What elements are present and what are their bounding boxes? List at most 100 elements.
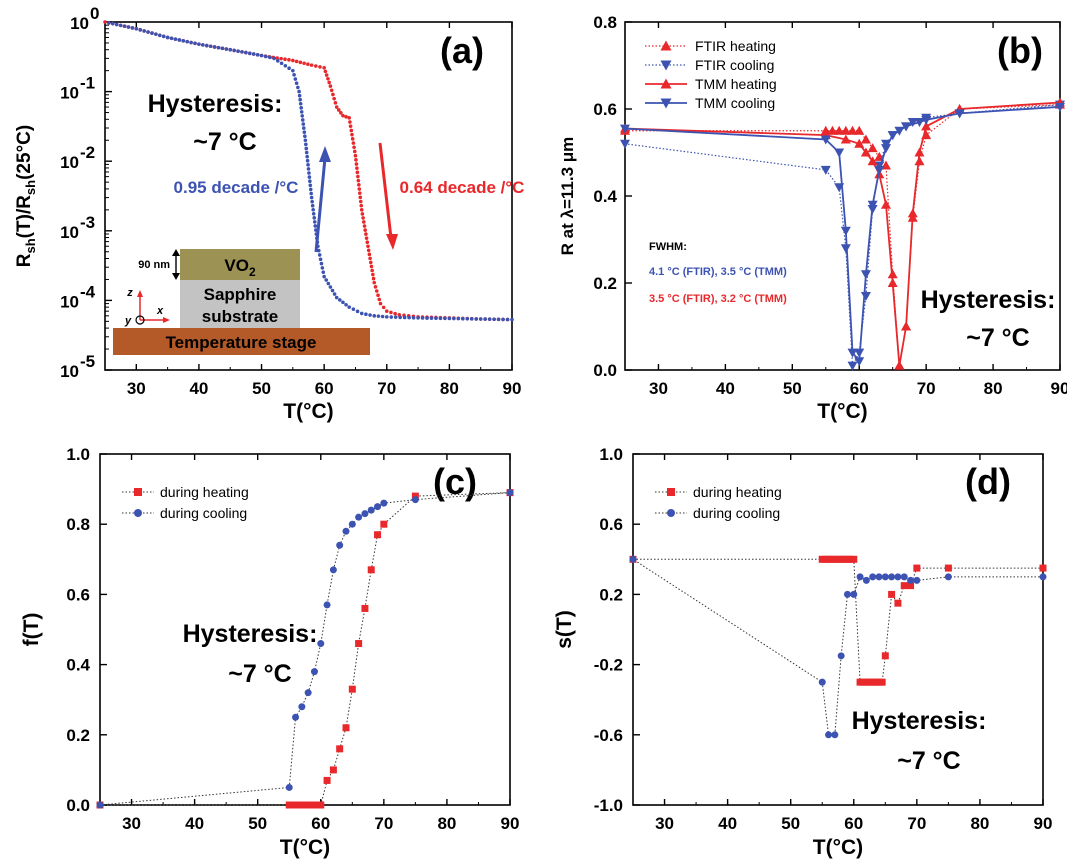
chart-a-point-heating: [287, 58, 291, 62]
chart-b-point: [907, 208, 918, 218]
chart-a-ytick-exp: -2: [80, 143, 95, 162]
chart-c-xlabel: T(°C): [280, 836, 330, 859]
chart-b-point: [867, 143, 878, 153]
chart-a-point-heating: [354, 158, 358, 162]
chart-a-point-cooling: [359, 311, 364, 316]
chart-b-ytick-label: 0.6: [593, 100, 617, 119]
chart-c-ytick-label: 0.2: [66, 726, 90, 745]
chart-a-ylabel-part: sh: [23, 238, 38, 253]
chart-a-point-cooling: [316, 248, 321, 253]
chart-a-point-heating: [384, 309, 389, 313]
chart-a-point-heating: [354, 162, 359, 166]
chart-c-point: [411, 492, 419, 500]
chart-a-point-heating: [377, 297, 382, 302]
chart-a-point-cooling: [321, 270, 326, 275]
chart-d-point: [913, 576, 921, 584]
chart-a-point-cooling: [425, 316, 429, 320]
chart-b-ylabel: R at λ=11.3 μm: [558, 137, 577, 256]
chart-a-point-cooling: [130, 26, 135, 30]
thickness-arrow-down: [172, 273, 180, 280]
chart-b-point: [901, 321, 912, 331]
chart-a-point-cooling: [301, 122, 306, 126]
chart-b-legend-marker: [660, 40, 672, 51]
chart-a-point-cooling: [309, 191, 313, 196]
chart-c-point: [361, 604, 369, 612]
chart-a-point-heating: [374, 289, 379, 293]
chart-b-point: [1055, 102, 1065, 112]
chart-a-point-cooling: [283, 63, 288, 68]
chart-d-ytick-label: -1.0: [594, 796, 623, 815]
chart-b-ytick-label: 0.0: [593, 361, 617, 380]
chart-a-point-cooling: [306, 167, 311, 171]
chart-a-point-cooling: [389, 315, 394, 319]
chart-a-point-cooling: [302, 126, 306, 130]
chart-b-point: [921, 121, 932, 131]
chart-a-point-cooling: [326, 281, 331, 286]
chart-a-point-cooling: [294, 81, 299, 86]
chart-d-xlabel: T(°C): [813, 836, 863, 859]
chart-b-legend-label: FTIR heating: [695, 38, 776, 54]
chart-a-point-cooling: [465, 316, 470, 321]
chart-a-ylabel-part: (T)/R: [14, 195, 35, 239]
chart-a-point-cooling: [304, 150, 309, 155]
chart-d-xtick-label: 70: [907, 814, 926, 833]
chart-a-point-cooling: [308, 183, 313, 188]
chart-d-legend-marker: [667, 509, 675, 517]
chart-a-point-cooling: [122, 24, 127, 29]
chart-a-point-cooling: [296, 85, 300, 90]
chart-a-point-cooling: [302, 130, 307, 134]
chart-a-point-cooling: [338, 298, 342, 302]
chart-b-legend-label: TMM cooling: [695, 95, 775, 111]
chart-a-point-cooling: [324, 278, 329, 282]
chart-a-point-heating: [350, 132, 354, 137]
chart-a-point-cooling: [216, 45, 221, 50]
chart-a-point-cooling: [474, 317, 479, 321]
chart-b-point: [820, 165, 831, 175]
chart-a-point-heating: [359, 203, 364, 208]
chart-a-ylabel-part: R: [14, 253, 35, 267]
chart-a-point-cooling: [165, 35, 170, 40]
z-axis-head: [137, 290, 143, 297]
chart-c-legend-label: during cooling: [160, 505, 247, 521]
chart-a-point-heating: [389, 310, 393, 315]
chart-b-point: [854, 138, 865, 148]
chart-c-legend-marker: [134, 488, 142, 496]
chart-a-point-cooling: [311, 207, 315, 212]
chart-d-legend-label: during cooling: [693, 505, 780, 521]
chart-a-point-heating: [341, 113, 345, 118]
chart-c-series-line: [100, 492, 511, 806]
chart-d-ytick-label: 0.2: [599, 585, 623, 604]
chart-a-point-cooling: [407, 315, 411, 320]
chart-a-xtick-label: 30: [127, 379, 146, 398]
cooling-rate-label: 0.95 decade /°C: [174, 178, 299, 197]
chart-a-point-heating: [358, 199, 363, 204]
chart-d-point: [837, 652, 845, 660]
chart-d-point: [818, 678, 826, 686]
chart-a-point-heating: [351, 141, 356, 145]
chart-a-point-cooling: [380, 314, 385, 319]
chart-c-point: [361, 510, 369, 518]
chart-d: 30 40 50 60 70 80 90 -1.0 -0.6 -0.2 0.2 0.6 1.0 s(T) T…: [553, 445, 1052, 859]
chart-b-point: [887, 131, 898, 141]
chart-b-hysteresis-title: Hysteresis:: [921, 286, 1056, 314]
chart-b-point: [840, 125, 851, 135]
chart-a-point-cooling: [376, 314, 381, 318]
chart-c-xtick-label: 30: [122, 814, 141, 833]
chart-a-point-heating: [306, 62, 310, 67]
chart-a-point-cooling: [355, 309, 360, 314]
chart-a-point-cooling: [224, 47, 229, 51]
chart-d-point: [831, 731, 839, 739]
chart-a-point-heating: [393, 311, 397, 316]
chart-a-point-heating: [364, 236, 369, 240]
chart-c-series-line: [99, 492, 511, 806]
chart-a-point-heating: [339, 111, 343, 115]
chart-b-panel-label: (b): [997, 30, 1043, 71]
chart-a-point-heating: [334, 105, 339, 109]
chart-c-point: [411, 496, 419, 504]
chart-a-point-heating: [360, 212, 365, 216]
chart-b-ytick-label: 0.2: [593, 274, 617, 293]
heating-arrow: [378, 142, 393, 239]
chart-c-point: [355, 640, 363, 648]
chart-a-point-cooling: [393, 315, 398, 319]
chart-b-ytick-label: 0.4: [593, 187, 617, 206]
